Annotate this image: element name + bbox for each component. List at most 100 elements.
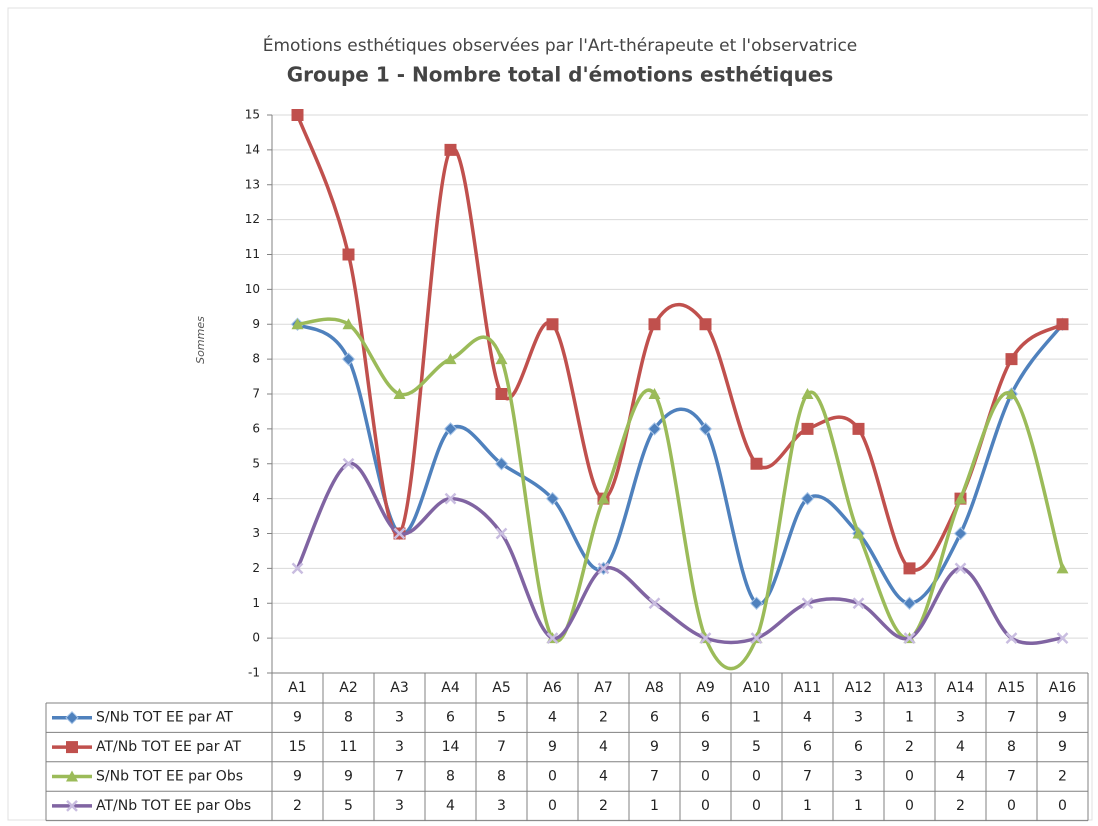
marker bbox=[1005, 353, 1018, 366]
x-tick-label: A6 bbox=[543, 680, 562, 696]
y-tick-label: 1 bbox=[252, 596, 260, 610]
table-value: 3 bbox=[395, 739, 404, 755]
marker bbox=[699, 632, 712, 645]
chart-subtitle: Groupe 1 - Nombre total d'émotions esthé… bbox=[287, 63, 834, 87]
x-tick-label: A12 bbox=[845, 680, 872, 696]
x-tick-label: A15 bbox=[998, 680, 1025, 696]
marker bbox=[852, 422, 865, 435]
marker bbox=[852, 527, 865, 539]
marker bbox=[66, 800, 78, 812]
marker bbox=[444, 353, 457, 365]
table-value: 6 bbox=[650, 710, 659, 726]
marker bbox=[291, 109, 304, 121]
table-value: 2 bbox=[905, 739, 914, 755]
table-value: 9 bbox=[344, 769, 353, 785]
table-value: 1 bbox=[905, 710, 914, 726]
table-value: 2 bbox=[293, 798, 302, 814]
x-tick-label: A5 bbox=[492, 680, 510, 696]
table-value: 2 bbox=[599, 710, 608, 726]
table-value: 2 bbox=[1058, 769, 1067, 785]
x-tick-label: A11 bbox=[794, 680, 821, 696]
table-value: 5 bbox=[344, 798, 353, 814]
table-value: 4 bbox=[803, 710, 812, 726]
table-value: 1 bbox=[854, 798, 863, 814]
legend-label: AT/Nb TOT EE par Obs bbox=[96, 798, 251, 814]
y-tick-label: 4 bbox=[252, 491, 260, 505]
table-value: 2 bbox=[599, 798, 608, 814]
table-value: 0 bbox=[905, 769, 914, 785]
y-tick-label: 15 bbox=[245, 108, 260, 122]
marker bbox=[342, 457, 355, 470]
marker bbox=[1005, 388, 1018, 399]
marker bbox=[495, 527, 508, 540]
table-value: 4 bbox=[599, 739, 608, 755]
marker bbox=[393, 388, 406, 399]
marker bbox=[699, 318, 712, 331]
table-value: 0 bbox=[701, 769, 710, 785]
marker bbox=[495, 353, 508, 365]
marker bbox=[494, 457, 509, 471]
marker bbox=[801, 388, 814, 399]
table-value: 5 bbox=[752, 739, 761, 755]
marker bbox=[648, 597, 661, 610]
marker bbox=[954, 562, 967, 575]
marker bbox=[698, 422, 713, 436]
table-value: 7 bbox=[803, 769, 812, 785]
x-tick-label: A16 bbox=[1049, 680, 1076, 696]
chart-title: Émotions esthétiques observées par l'Art… bbox=[263, 34, 858, 56]
table-value: 0 bbox=[1058, 798, 1067, 814]
marker bbox=[342, 248, 355, 261]
table-value: 9 bbox=[1058, 710, 1067, 726]
table-value: 1 bbox=[803, 798, 812, 814]
chart-frame bbox=[7, 7, 1093, 821]
table-value: 3 bbox=[854, 769, 863, 785]
table-value: 6 bbox=[854, 739, 863, 755]
marker bbox=[66, 741, 78, 754]
marker bbox=[393, 527, 406, 540]
y-tick-label: 2 bbox=[252, 561, 260, 575]
marker bbox=[953, 526, 968, 541]
marker bbox=[597, 492, 610, 504]
marker bbox=[291, 318, 304, 330]
x-tick-label: A4 bbox=[441, 680, 460, 696]
table-value: 7 bbox=[497, 739, 506, 755]
table-value: 5 bbox=[497, 710, 506, 726]
y-tick-label: 14 bbox=[245, 142, 260, 156]
marker bbox=[749, 596, 764, 610]
table-value: 0 bbox=[905, 798, 914, 814]
marker bbox=[954, 492, 967, 504]
marker bbox=[444, 492, 457, 505]
table-value: 9 bbox=[1058, 739, 1067, 755]
x-tick-label: A3 bbox=[390, 680, 408, 696]
table-value: 9 bbox=[701, 739, 710, 755]
x-tick-label: A14 bbox=[947, 680, 974, 696]
table-value: 9 bbox=[293, 769, 302, 785]
table-value: 7 bbox=[650, 769, 659, 785]
marker bbox=[342, 318, 355, 330]
table-value: 9 bbox=[650, 739, 659, 755]
table-value: 6 bbox=[701, 710, 710, 726]
y-tick-label: 6 bbox=[252, 421, 260, 435]
marker bbox=[545, 491, 560, 506]
table-value: 4 bbox=[956, 769, 965, 785]
marker bbox=[800, 491, 815, 506]
y-axis-label: Sommes bbox=[194, 316, 207, 364]
y-tick-label: 3 bbox=[252, 526, 260, 540]
table-value: 3 bbox=[497, 798, 506, 814]
x-tick-label: A10 bbox=[743, 680, 770, 696]
table-value: 15 bbox=[289, 739, 307, 755]
table-value: 4 bbox=[599, 769, 608, 785]
table-value: 0 bbox=[752, 769, 761, 785]
marker bbox=[852, 597, 865, 610]
marker bbox=[902, 596, 917, 610]
table-value: 2 bbox=[956, 798, 965, 814]
table-value: 8 bbox=[497, 769, 506, 785]
table-value: 0 bbox=[701, 798, 710, 814]
table-value: 0 bbox=[1007, 798, 1016, 814]
marker bbox=[648, 388, 661, 399]
table-value: 9 bbox=[293, 710, 302, 726]
marker bbox=[750, 632, 763, 645]
marker bbox=[546, 318, 559, 331]
marker bbox=[1056, 632, 1069, 645]
